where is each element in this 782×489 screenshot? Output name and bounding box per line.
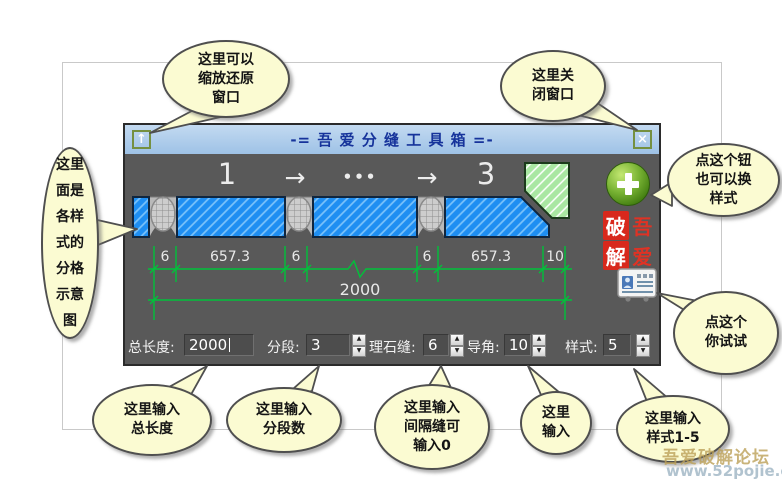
segments-value: 3 <box>311 336 321 354</box>
spinner-down-button[interactable]: ▼ <box>532 345 546 357</box>
52pojie-logo-stamp: 破 吾 解 爱 <box>603 211 655 270</box>
callout-seam: 这里输入 间隔缝可 输入0 <box>374 384 490 470</box>
plus-icon <box>625 173 632 195</box>
stamp-char: 解 <box>603 241 629 270</box>
arrow-up-icon: ↑ <box>136 132 147 147</box>
chamfer-spinner: ▲ ▼ <box>532 334 546 357</box>
callout-style: 这里输入 样式1-5 <box>616 395 730 463</box>
callout-total-length: 这里输入 总长度 <box>92 384 212 456</box>
chamfer-input[interactable]: 10 <box>504 334 531 356</box>
arrow-right-icon: → <box>416 163 438 192</box>
dim-label: 6 <box>160 249 170 265</box>
text-cursor <box>229 338 231 352</box>
spinner-up-button[interactable]: ▲ <box>352 334 366 346</box>
spinner-down-button[interactable]: ▼ <box>450 345 464 357</box>
dim-label: 6 <box>291 249 301 265</box>
contact-card-button[interactable] <box>616 266 658 304</box>
marble-seam-label: 理石缝: <box>369 340 416 356</box>
tool-window: -= 吾 爱 分 缝 工 具 箱 =- ↑ × <box>123 123 661 366</box>
spinner-down-button[interactable]: ▼ <box>636 345 650 357</box>
dim-label: 657.3 <box>470 249 512 265</box>
callout-chamfer: 这里 输入 <box>520 391 592 455</box>
watermark-url: www.52pojie.cn <box>666 462 782 480</box>
spinner-up-button[interactable]: ▲ <box>532 334 546 346</box>
total-length-label: 总长度: <box>128 340 175 356</box>
chamfer-value: 10 <box>509 336 529 354</box>
close-button[interactable]: × <box>633 130 652 149</box>
arrow-right-icon: → <box>284 163 306 192</box>
chamfer-label: 导角: <box>467 340 500 356</box>
callout-minimize: 这里可以 缩放还原 窗口 <box>162 40 290 118</box>
callout-close: 这里关 闭窗口 <box>500 50 606 122</box>
style-value: 5 <box>608 336 618 354</box>
marble-seam-value: 6 <box>428 336 438 354</box>
restore-button[interactable]: ↑ <box>132 130 151 149</box>
total-dim-label: 2000 <box>339 280 381 299</box>
marble-seam-input[interactable]: 6 <box>423 334 449 356</box>
watermark-forum-name: 吾爱破解论坛 <box>662 448 770 468</box>
style-label: 样式: <box>565 340 598 356</box>
callout-preview: 这里 面是 各样 式的 分格 示意 图 <box>41 147 99 339</box>
callout-style-button: 点这个钮 也可以换 样式 <box>667 143 780 217</box>
total-length-input[interactable]: 2000 <box>184 334 254 356</box>
spinner-up-button[interactable]: ▲ <box>450 334 464 346</box>
segments-spinner: ▲ ▼ <box>352 334 366 357</box>
contact-card-icon <box>617 268 657 302</box>
stamp-char: 破 <box>603 211 629 240</box>
spinner-up-button[interactable]: ▲ <box>636 334 650 346</box>
window-title: -= 吾 爱 分 缝 工 具 箱 =- <box>290 131 494 149</box>
sequence-last-label: 3 <box>476 157 496 191</box>
callout-segments: 这里输入 分段数 <box>226 387 342 453</box>
close-icon: × <box>637 132 648 147</box>
dim-label: 657.3 <box>209 249 251 265</box>
stamp-char: 吾 <box>632 215 653 239</box>
style-input[interactable]: 5 <box>603 334 631 356</box>
dim-label: 10 <box>546 249 564 265</box>
marble-seam-spinner: ▲ ▼ <box>450 334 464 357</box>
dim-label: 6 <box>422 249 432 265</box>
callout-card-button: 点这个 你试试 <box>673 291 779 375</box>
segments-label: 分段: <box>267 340 300 356</box>
ellipsis-icon: ••• <box>342 168 378 186</box>
stamp-char: 爱 <box>632 245 653 269</box>
segments-input[interactable]: 3 <box>306 334 350 356</box>
spinner-down-button[interactable]: ▼ <box>352 345 366 357</box>
style-spinner: ▲ ▼ <box>636 334 650 357</box>
change-style-button[interactable] <box>606 162 650 206</box>
total-length-value: 2000 <box>189 336 228 354</box>
sequence-first-label: 1 <box>217 157 237 191</box>
